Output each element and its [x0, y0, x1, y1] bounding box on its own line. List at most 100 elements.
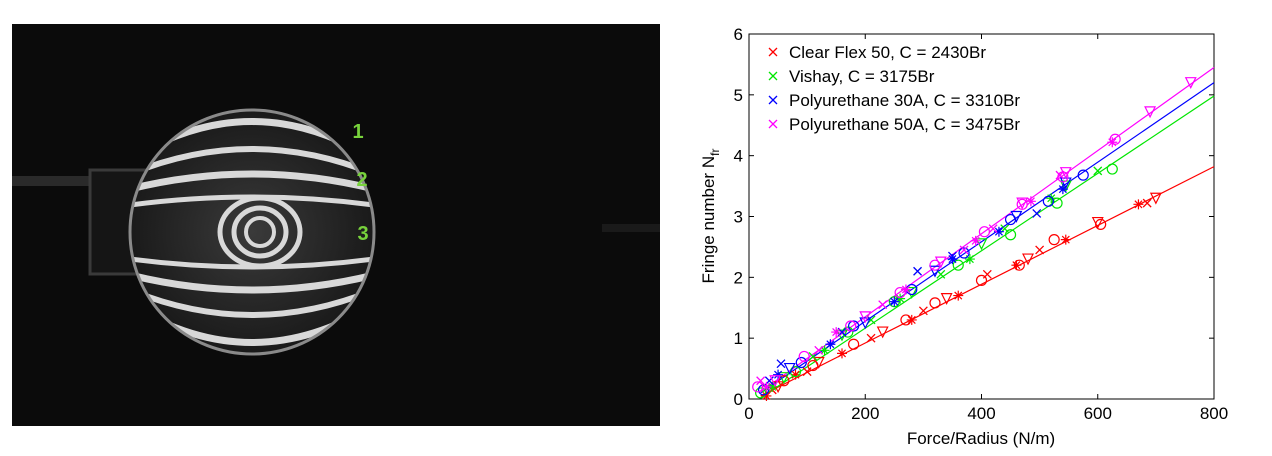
y-tick-label: 5 [734, 86, 743, 105]
legend-entry: Vishay, C = 3175Br [789, 67, 935, 86]
y-axis-label: Fringe number Nfr [699, 149, 722, 284]
data-point-circle [975, 274, 988, 286]
data-point-x [913, 266, 923, 276]
data-point-x [947, 251, 957, 261]
data-point-star [900, 284, 911, 295]
photoelastic-image: 1 2 3 [12, 24, 660, 426]
data-point-triangle [1149, 192, 1162, 205]
data-point-star [970, 235, 981, 246]
data-point-star [1046, 193, 1057, 204]
data-point-circle [958, 247, 970, 259]
fringe-label-1: 1 [352, 121, 363, 143]
data-point-triangle [783, 362, 796, 375]
data-point-triangle [876, 326, 889, 339]
data-point-triangle [1022, 253, 1034, 266]
y-axis-label-subscript: fr [708, 149, 722, 156]
legend-entry: Clear Flex 50, C = 2430Br [789, 43, 986, 62]
photoelastic-photo: 1 2 3 [12, 24, 660, 426]
data-point-star [1057, 184, 1068, 195]
data-point-triangle [1184, 77, 1197, 90]
fringe-chart: 0 200 400 600 800 0 1 2 3 4 5 6 Force/Radius (N/m)… [690, 18, 1250, 456]
data-point-star [837, 348, 847, 359]
data-point-x [936, 269, 946, 279]
data-point-x [1055, 170, 1065, 180]
y-axis-label-main: Fringe number N [699, 156, 718, 284]
data-point-circle [1042, 195, 1054, 207]
data-point-star [1107, 137, 1118, 148]
data-point-x [1035, 245, 1045, 255]
data-point-triangle [934, 256, 947, 269]
data-point-star [964, 254, 975, 265]
data-point-x [1093, 166, 1103, 176]
fringe-label-3: 3 [357, 223, 368, 245]
data-point-star [1011, 260, 1022, 271]
data-point-star [825, 339, 836, 350]
data-point-star [889, 296, 900, 307]
y-tick-label: 3 [734, 208, 743, 227]
data-point-circle [795, 356, 807, 369]
data-point-circle [1051, 197, 1063, 209]
y-tick-label: 4 [734, 147, 743, 166]
y-tick-label: 6 [734, 25, 743, 44]
x-tick-label: 200 [851, 404, 879, 423]
chart-svg: 0 200 400 600 800 0 1 2 3 4 5 6 Force/Radius (N/m)… [699, 25, 1228, 448]
data-point-circle [848, 320, 860, 332]
data-point-triangle [1144, 106, 1157, 119]
data-point-star [947, 254, 958, 265]
data-point-star [790, 369, 801, 380]
data-point-circle [755, 387, 767, 399]
data-point-star [761, 390, 772, 401]
x-tick-label: 800 [1200, 404, 1228, 423]
legend-marker [768, 71, 778, 81]
data-point-star [767, 381, 778, 392]
data-point-x [988, 224, 998, 234]
data-markers [752, 77, 1197, 401]
data-point-triangle [769, 375, 782, 388]
data-point-star [1060, 234, 1071, 245]
data-point-triangle [940, 293, 953, 305]
data-point-x [776, 359, 786, 369]
data-point-circle [1048, 234, 1060, 246]
y-axis-ticks: 0 1 2 3 4 5 6 [734, 25, 1214, 409]
x-axis-ticks: 0 200 400 600 800 [744, 34, 1228, 423]
y-tick-label: 2 [734, 268, 743, 287]
data-point-star [895, 293, 906, 304]
right-rod [602, 224, 660, 232]
legend-marker [768, 47, 778, 57]
fit-line [760, 66, 1215, 393]
fit-line [760, 82, 1215, 394]
data-point-x [878, 300, 888, 310]
data-point-circle [848, 338, 860, 350]
disc [130, 110, 374, 354]
data-point-circle [845, 320, 857, 332]
x-axis-label: Force/Radius (N/m) [907, 429, 1055, 448]
data-point-x [866, 333, 876, 343]
disc-rim [128, 108, 376, 356]
data-point-triangle [859, 317, 872, 330]
data-point-x [1142, 198, 1152, 208]
x-tick-label: 0 [744, 404, 753, 423]
data-point-triangle [1010, 210, 1023, 223]
data-point-x [982, 269, 992, 279]
data-point-circle [894, 286, 906, 299]
data-point-circle [778, 375, 790, 387]
data-point-circle [1077, 169, 1089, 181]
legend-marker [768, 119, 778, 129]
data-point-circle [1109, 133, 1121, 145]
legend: Clear Flex 50, C = 2430Br Vishay, C = 317… [768, 43, 1020, 134]
data-point-x [918, 306, 928, 316]
plot-area [748, 33, 1215, 400]
data-point-triangle [859, 311, 872, 324]
data-point-star [993, 226, 1004, 237]
data-point-x [802, 367, 812, 377]
data-point-star [906, 314, 917, 325]
x-tick-label: 600 [1084, 404, 1112, 423]
data-point-star [1025, 196, 1036, 207]
y-tick-label: 1 [734, 329, 743, 348]
data-point-x [1032, 208, 1042, 218]
fringe-label-2: 2 [356, 169, 367, 191]
data-point-circle [798, 350, 810, 363]
data-point-star [1133, 199, 1144, 210]
data-point-circle [929, 297, 941, 309]
legend-entry: Polyurethane 30A, C = 3310Br [789, 91, 1020, 110]
